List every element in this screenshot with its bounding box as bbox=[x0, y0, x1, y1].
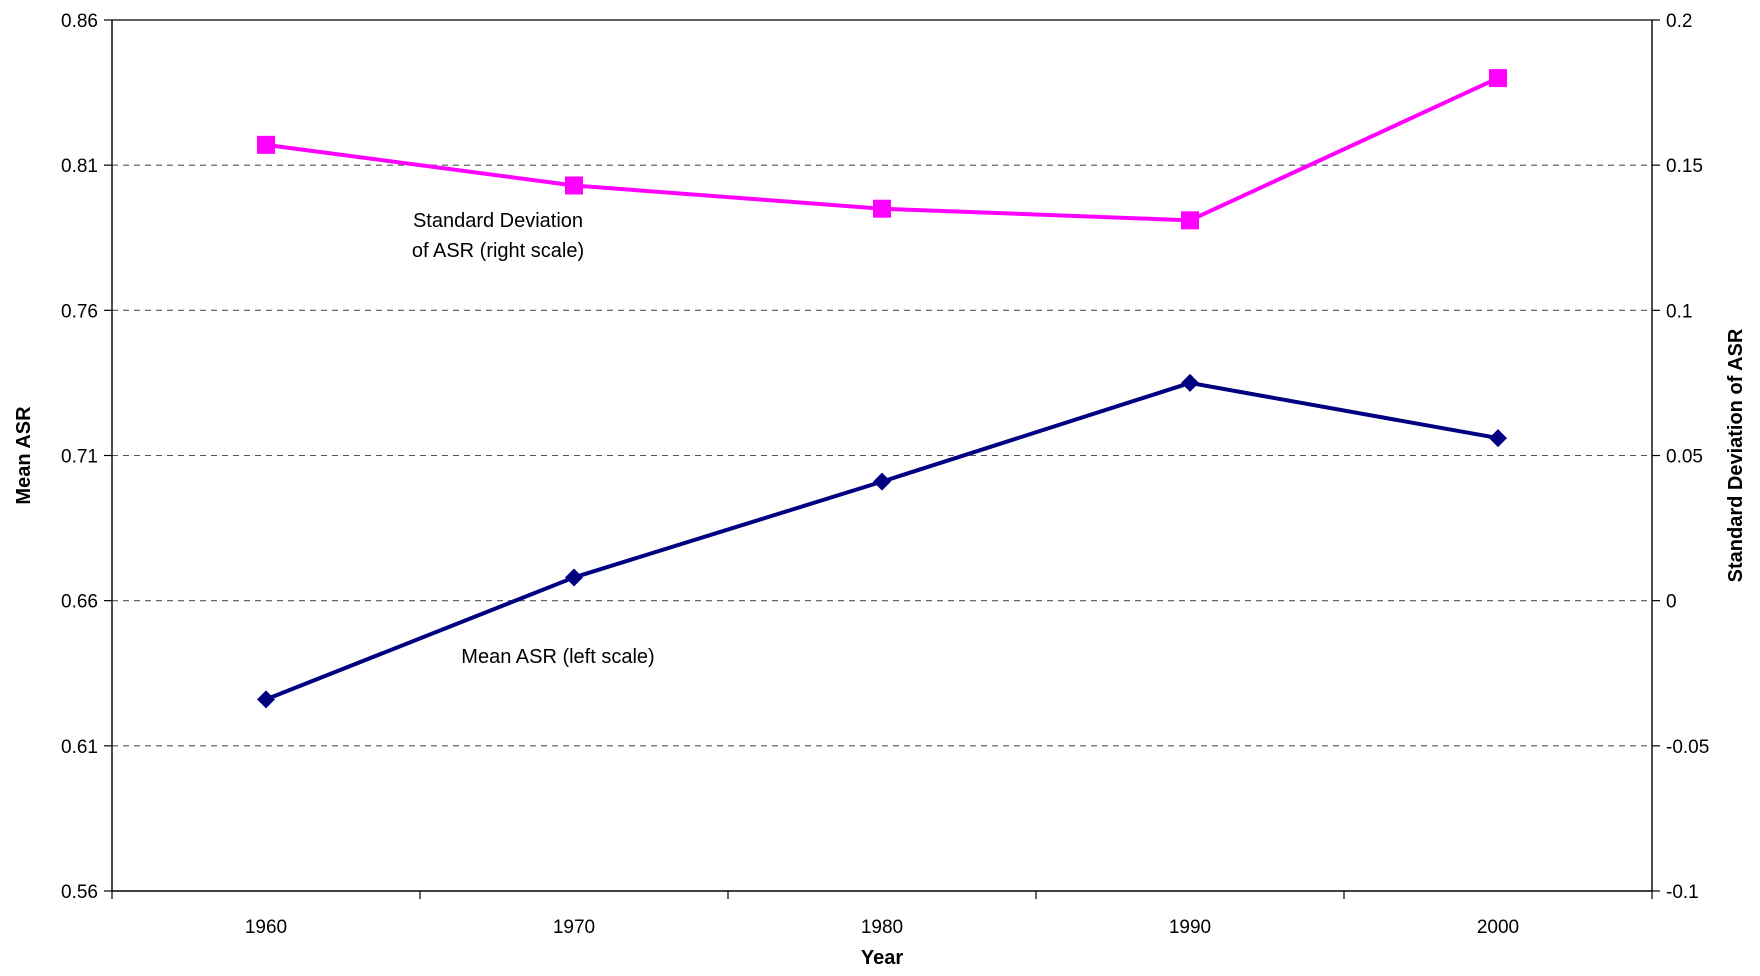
x-tick-label: 1970 bbox=[553, 917, 595, 938]
y-tick-label-left: 0.66 bbox=[61, 592, 98, 613]
x-tick-label: 1990 bbox=[1169, 917, 1211, 938]
annotation-line: Standard Deviation bbox=[413, 210, 583, 232]
series-0-point-1990 bbox=[1181, 373, 1199, 392]
annotations: Standard Deviation of ASR (right scale) Me… bbox=[412, 210, 655, 668]
annotation-1: Mean ASR (left scale) bbox=[461, 646, 654, 668]
y-axis-title-left: Mean ASR bbox=[13, 406, 35, 505]
x-axis-title: Year bbox=[861, 947, 903, 969]
series-1-point-1960 bbox=[257, 135, 275, 154]
y-tick-label-right: 0.1 bbox=[1666, 301, 1692, 322]
series-1-point-1990 bbox=[1181, 211, 1199, 230]
y-tick-label-left: 0.71 bbox=[61, 447, 98, 468]
series-1-point-1970 bbox=[565, 176, 583, 195]
series-1-point-2000 bbox=[1489, 69, 1507, 88]
axes bbox=[104, 19, 1660, 899]
gridlines bbox=[112, 19, 1652, 747]
series-0-point-2000 bbox=[1489, 429, 1507, 448]
x-tick-label: 1980 bbox=[861, 917, 903, 938]
y-tick-label-left: 0.86 bbox=[61, 11, 98, 32]
y-tick-label-right: 0.2 bbox=[1666, 11, 1692, 32]
y-tick-label-left: 0.56 bbox=[61, 882, 98, 903]
annotation-line: Mean ASR (left scale) bbox=[461, 646, 654, 668]
y-tick-label-left: 0.61 bbox=[61, 737, 98, 758]
series-0-point-1970 bbox=[565, 568, 583, 587]
y-tick-label-left: 0.81 bbox=[61, 156, 98, 177]
y-tick-label-left: 0.76 bbox=[61, 301, 98, 322]
y-tick-label-right: -0.1 bbox=[1666, 882, 1699, 903]
x-tick-label: 1960 bbox=[245, 917, 287, 938]
y-axis-title-right: Standard Deviation of ASR bbox=[1725, 328, 1747, 582]
series-line-0 bbox=[265, 380, 1499, 702]
annotation-line: of ASR (right scale) bbox=[412, 240, 584, 262]
x-tick-label: 2000 bbox=[1477, 917, 1519, 938]
series-0-point-1960 bbox=[257, 690, 275, 709]
tick-labels: 0.56 0.61 0.66 0.71 0.76 0.81 0.86 -0.1 -0.05 0 0.… bbox=[61, 11, 1709, 938]
series-group bbox=[257, 69, 1507, 709]
y-tick-label-right: 0 bbox=[1666, 592, 1677, 613]
y-tick-label-right: -0.05 bbox=[1666, 737, 1709, 758]
series-0-point-1980 bbox=[873, 472, 891, 491]
series-line-1 bbox=[265, 76, 1499, 223]
y-tick-label-right: 0.05 bbox=[1666, 447, 1703, 468]
annotation-0: Standard Deviation of ASR (right scale) bbox=[412, 210, 584, 262]
y-tick-label-right: 0.15 bbox=[1666, 156, 1703, 177]
series-1-point-1980 bbox=[873, 199, 891, 218]
